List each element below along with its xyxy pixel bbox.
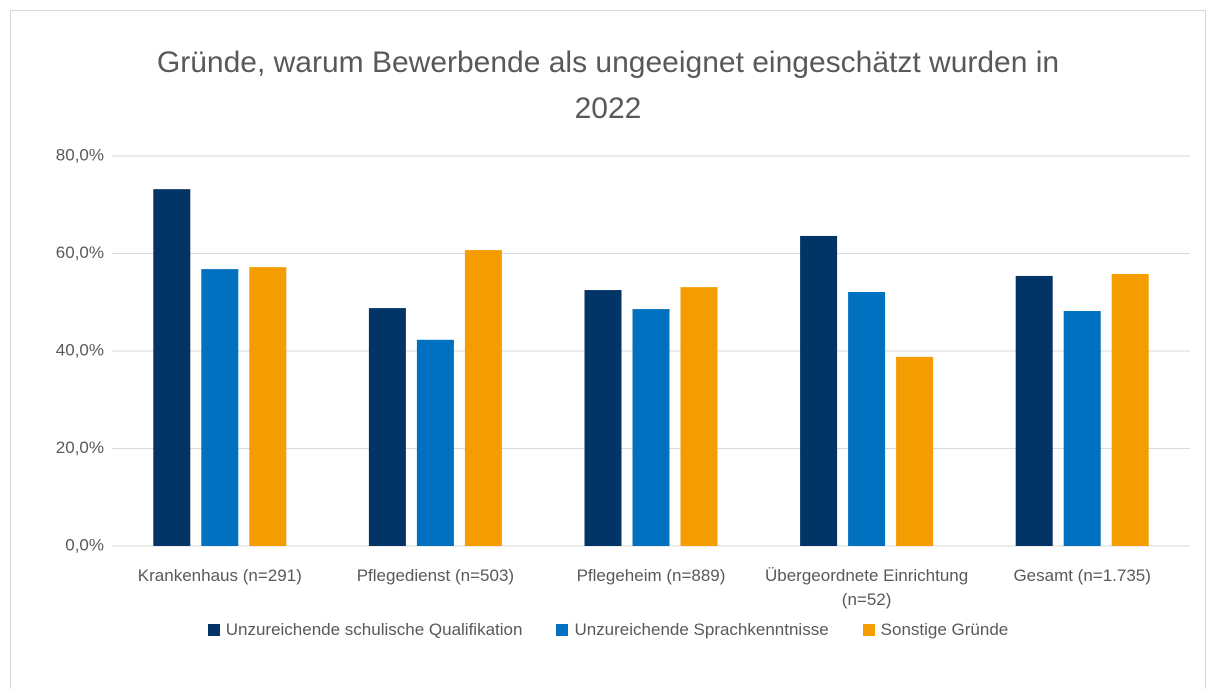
y-tick-label: 20,0%: [56, 438, 104, 457]
legend-label: Sonstige Gründe: [880, 620, 1009, 639]
bar: [1015, 275, 1053, 546]
x-tick-label: Pflegeheim (n=889): [576, 566, 726, 585]
bar: [800, 235, 838, 546]
x-tick-label: Gesamt (n=1.735): [1013, 566, 1151, 585]
bar: [249, 267, 287, 546]
bar: [464, 250, 502, 546]
legend-label: Unzureichende Sprachkenntnisse: [574, 620, 829, 639]
legend-label: Unzureichende schulische Qualifikation: [225, 620, 523, 639]
bar: [1111, 273, 1149, 546]
legend: Unzureichende schulische Qualifikation Un…: [0, 620, 1216, 640]
bar: [201, 269, 239, 546]
x-tick-label: Pflegedienst (n=503): [356, 566, 515, 585]
legend-item: Unzureichende Sprachkenntnisse: [556, 620, 829, 640]
bar: [680, 287, 718, 546]
bar: [1063, 311, 1101, 546]
bar: [368, 308, 406, 546]
y-tick-label: 80,0%: [56, 145, 104, 164]
legend-item: Unzureichende schulische Qualifikation: [207, 620, 523, 640]
bar: [632, 309, 670, 546]
x-tick-label: Krankenhaus (n=291): [137, 566, 302, 585]
bar: [584, 290, 622, 546]
bar: [153, 189, 191, 546]
bar: [416, 339, 454, 546]
chart-title: Gründe, warum Bewerbende als ungeeignet …: [156, 46, 1060, 125]
bar: [896, 356, 934, 546]
bar: [848, 292, 886, 546]
legend-swatch: [556, 624, 569, 636]
legend-item: Sonstige Gründe: [862, 620, 1009, 640]
y-tick-label: 0,0%: [65, 535, 104, 554]
y-tick-label: 60,0%: [56, 243, 104, 262]
x-tick-label: Übergeordnete Einrichtung (n=52): [765, 566, 969, 609]
y-tick-label: 40,0%: [56, 340, 104, 359]
chart-frame: [10, 10, 1206, 689]
legend-swatch: [862, 624, 875, 636]
legend-swatch: [207, 624, 220, 636]
